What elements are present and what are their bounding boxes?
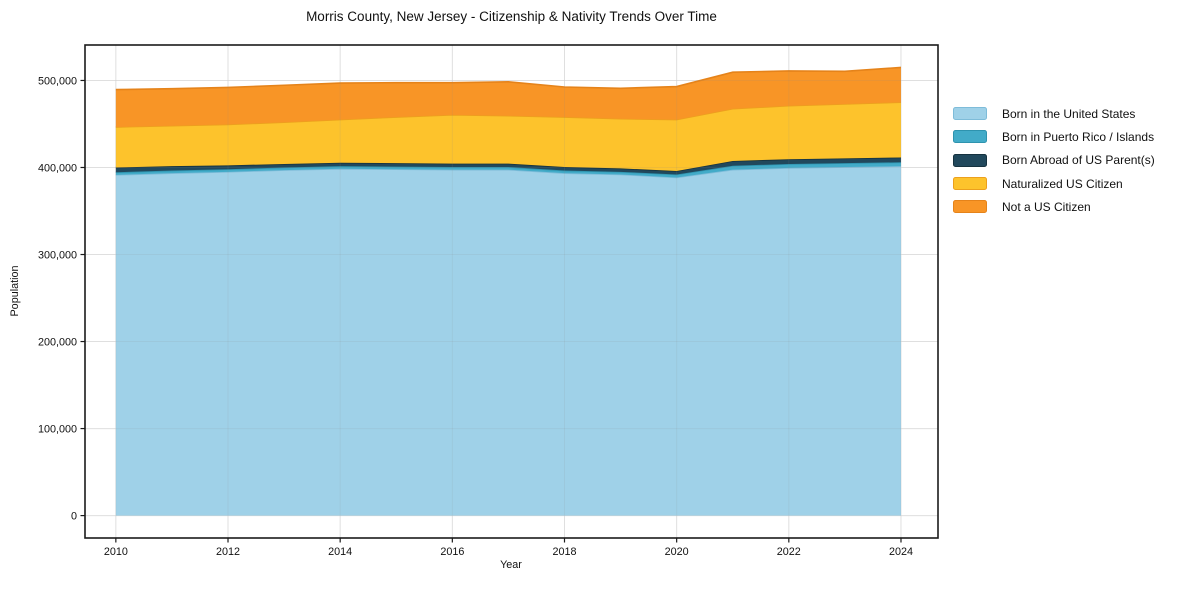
legend-swatch (953, 107, 987, 121)
legend-item: Born in Puerto Rico / Islands (953, 125, 1155, 148)
area-not-a-us-citizen (115, 67, 901, 128)
axes-frame (84, 44, 939, 539)
legend-label: Born in Puerto Rico / Islands (1002, 129, 1155, 144)
x-axis-label: Year (500, 559, 522, 571)
legend-label: Naturalized US Citizen (1002, 176, 1123, 191)
x-tick-label: 2014 (328, 546, 352, 558)
legend-item: Naturalized US Citizen (953, 172, 1155, 195)
x-tick-label: 2022 (777, 546, 801, 558)
y-tick-label: 400,000 (38, 162, 77, 174)
x-tick-label: 2018 (552, 546, 576, 558)
legend-item: Born in the United States (953, 102, 1155, 125)
x-tick-label: 2024 (889, 546, 913, 558)
legend-item: Born Abroad of US Parent(s) (953, 149, 1155, 172)
area-edge-not-a-us-citizen (115, 66, 902, 91)
y-tick-label: 300,000 (38, 249, 77, 261)
y-tick-label: 100,000 (38, 423, 77, 435)
legend-label: Born Abroad of US Parent(s) (1002, 153, 1155, 168)
legend-swatch (953, 200, 987, 214)
x-tick-label: 2010 (104, 546, 128, 558)
area-naturalized-us-citizen (115, 102, 901, 171)
chart-legend: Born in the United States Born in Puerto … (953, 102, 1155, 218)
x-tick-label: 2020 (665, 546, 689, 558)
area-born-abroad-of-us-parent-s (115, 157, 901, 175)
legend-label: Not a US Citizen (1002, 199, 1091, 214)
chart-title: Morris County, New Jersey - Citizenship … (306, 9, 717, 24)
legend-label: Born in the United States (1002, 106, 1136, 121)
x-tick-label: 2012 (216, 546, 240, 558)
legend-item: Not a US Citizen (953, 195, 1155, 218)
y-tick-label: 0 (71, 510, 77, 522)
y-tick-label: 200,000 (38, 336, 77, 348)
legend-swatch (953, 153, 987, 167)
legend-swatch (953, 130, 987, 144)
y-tick-label: 500,000 (38, 75, 77, 87)
area-born-in-the-united-states (115, 166, 901, 516)
x-tick-label: 2016 (440, 546, 464, 558)
legend-swatch (953, 177, 987, 191)
